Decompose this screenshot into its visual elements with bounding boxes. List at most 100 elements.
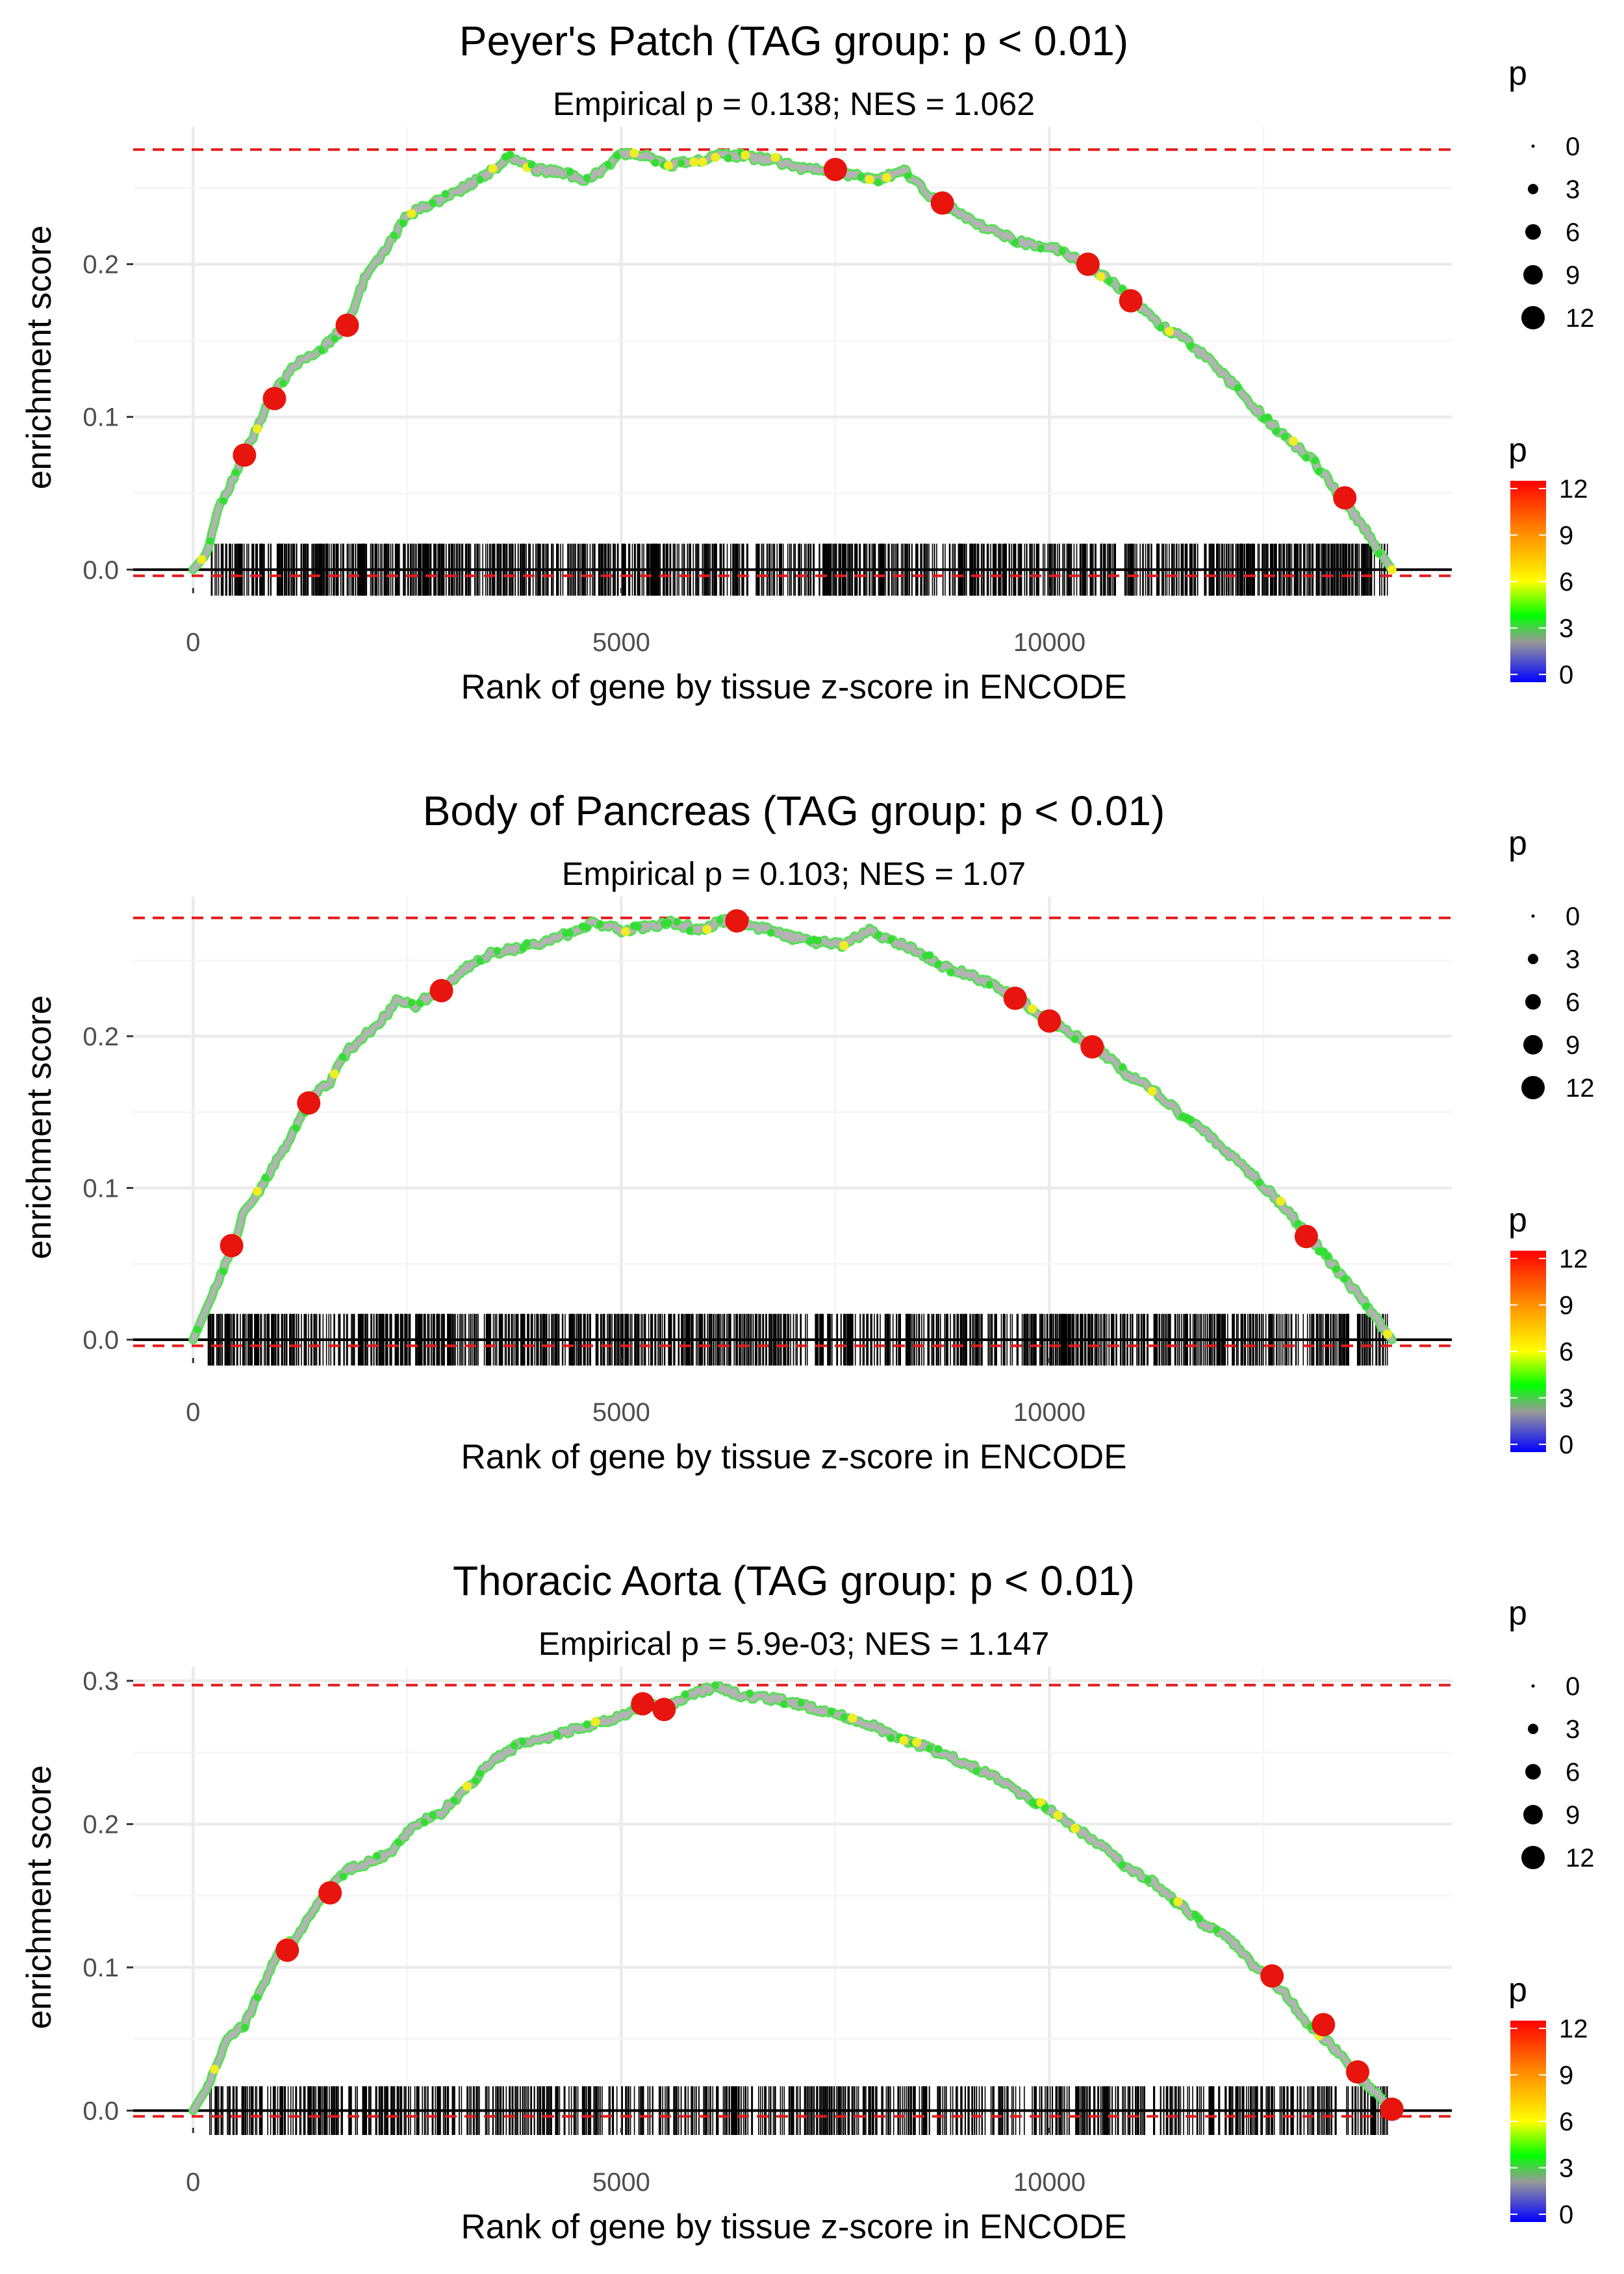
curve-point: [476, 175, 484, 183]
curve-point: [331, 335, 338, 342]
x-tick-label: 5000: [592, 1398, 650, 1427]
curve-point: [848, 1713, 857, 1723]
chart-title: Body of Pancreas (TAG group: p < 0.01): [423, 787, 1165, 834]
significant-gene-point: [1333, 486, 1357, 510]
x-tick-label: 5000: [592, 628, 650, 657]
curve-point: [197, 555, 207, 565]
curve-point: [1213, 1926, 1220, 1934]
curve-point: [429, 199, 437, 207]
curve-point: [207, 537, 214, 545]
curve-point: [746, 1690, 754, 1698]
size-legend-label: 9: [1566, 1031, 1580, 1060]
curve-point: [629, 148, 639, 158]
curve-point: [711, 153, 720, 162]
curve-point: [1011, 238, 1019, 246]
curve-point: [527, 161, 535, 169]
curve-point: [1234, 384, 1241, 392]
significant-gene-point: [631, 1692, 655, 1716]
curve-point: [476, 1770, 484, 1778]
curve-point: [1294, 1220, 1302, 1228]
curve-point: [887, 936, 895, 943]
significant-gene-point: [1312, 2013, 1336, 2037]
size-legend-label: 0: [1566, 902, 1580, 931]
curve-point: [857, 173, 865, 181]
curve-point: [1324, 1253, 1332, 1260]
color-legend-label: 0: [1559, 2201, 1573, 2229]
curve-point: [874, 931, 882, 939]
color-legend-label: 3: [1559, 1385, 1573, 1413]
curve-point: [583, 923, 591, 931]
curve-point: [887, 1734, 895, 1742]
significant-gene-point: [823, 157, 847, 181]
significant-gene-point: [725, 909, 749, 933]
curve-point: [553, 1731, 561, 1739]
significant-gene-point: [275, 1938, 299, 1962]
curve-point: [279, 379, 287, 387]
curve-point: [1071, 1035, 1079, 1043]
size-legend-title: p: [1508, 55, 1527, 92]
curve-point: [476, 957, 484, 965]
color-legend-label: 12: [1559, 2015, 1588, 2043]
curve-point: [686, 926, 694, 934]
curve-point: [797, 1699, 805, 1707]
size-legend-label: 0: [1566, 1672, 1580, 1701]
curve-point: [407, 209, 416, 218]
curve-point: [1187, 342, 1195, 350]
size-legend-title: p: [1508, 1594, 1527, 1632]
curve-point: [882, 173, 891, 183]
curve-point: [390, 231, 398, 239]
curve-point: [702, 925, 712, 934]
curve-point: [1173, 1897, 1183, 1906]
curve-point: [1144, 1876, 1152, 1884]
curve-point: [613, 152, 621, 160]
size-legend: p 0 3 6 9 12: [1508, 824, 1595, 1103]
curve-point: [815, 937, 822, 945]
curve-point: [292, 1124, 299, 1132]
x-tick-label: 10000: [1013, 628, 1085, 657]
curve-halo: [188, 1681, 1397, 2115]
curve-point: [596, 921, 603, 928]
curve-point: [488, 164, 498, 173]
size-legend-label: 3: [1566, 945, 1580, 974]
curve-point: [566, 929, 574, 937]
size-legend-label: 6: [1566, 218, 1580, 247]
curve-point: [1071, 1824, 1080, 1833]
curve-point: [1187, 1116, 1195, 1124]
curve-point: [1053, 1811, 1063, 1820]
curve-point: [253, 424, 262, 434]
color-legend-title: p: [1508, 1201, 1527, 1239]
curve-point: [1302, 454, 1310, 461]
size-legend-title: p: [1508, 824, 1527, 862]
curve-point: [698, 157, 707, 167]
curve-point: [926, 952, 933, 960]
color-legend: p 12 9 6 3 0: [1508, 1201, 1588, 1459]
curve-point: [519, 944, 527, 952]
significant-gene-point: [1037, 1009, 1061, 1033]
curve-point: [689, 157, 699, 167]
color-legend-label: 12: [1559, 475, 1588, 504]
curve-point: [1273, 428, 1280, 435]
curve-point: [972, 1767, 980, 1775]
curve-point: [442, 190, 450, 198]
curve-point: [1387, 565, 1397, 574]
size-legend-key: [1521, 1846, 1545, 1869]
curve-point: [1319, 1248, 1327, 1256]
curve-halo: [188, 913, 1397, 1344]
chart-panel-3: Thoracic Aorta (TAG group: p < 0.01) Empi…: [20, 1557, 1595, 2246]
curve-point: [840, 1713, 848, 1721]
curve-point: [1106, 277, 1113, 285]
curve-point: [985, 980, 993, 988]
curve-point: [1383, 1329, 1393, 1339]
size-legend-label: 12: [1566, 1074, 1595, 1103]
x-tick-label: 5000: [592, 2168, 650, 2197]
size-legend-key: [1525, 1764, 1541, 1780]
significant-gene-point: [297, 1091, 321, 1115]
curve-point: [511, 1742, 518, 1750]
size-legend-label: 3: [1566, 175, 1580, 204]
y-tick-label: 0.3: [82, 1667, 119, 1696]
curve-point: [1362, 1303, 1370, 1310]
curve-point: [1037, 244, 1045, 252]
curve-point: [652, 159, 659, 166]
enrichment-curve: [188, 1681, 1397, 2115]
